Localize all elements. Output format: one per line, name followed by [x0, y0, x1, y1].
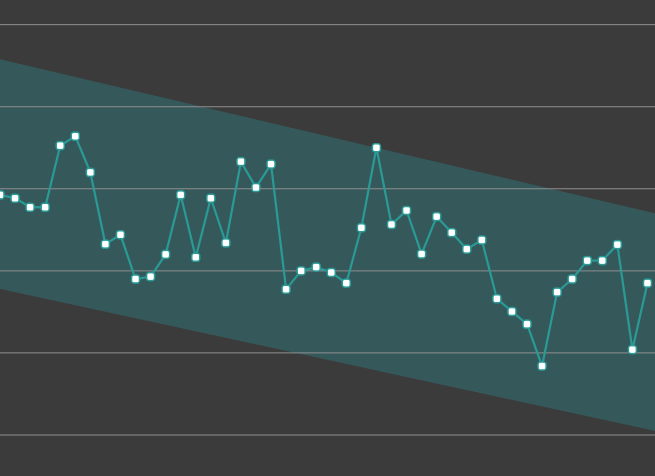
data-point — [326, 267, 337, 278]
data-point — [206, 193, 216, 203]
data-point — [356, 222, 367, 233]
data-point — [582, 255, 592, 266]
data-point — [371, 142, 382, 153]
data-point — [236, 156, 246, 167]
data-point — [40, 202, 50, 212]
data-point — [145, 271, 156, 282]
data-point — [477, 235, 487, 245]
data-point — [446, 227, 457, 238]
data-point — [401, 205, 412, 216]
data-point — [296, 266, 306, 276]
data-point — [612, 239, 623, 250]
data-point — [492, 293, 502, 304]
data-point — [10, 193, 20, 203]
data-point — [0, 190, 5, 200]
data-point — [386, 219, 397, 230]
data-point — [85, 167, 96, 178]
data-point — [462, 244, 472, 254]
data-point — [507, 306, 517, 317]
data-point — [522, 319, 532, 329]
data-point — [552, 287, 562, 297]
data-point — [416, 249, 427, 259]
data-point — [221, 238, 231, 248]
data-point — [266, 159, 276, 169]
data-point — [431, 211, 442, 222]
data-point — [55, 140, 65, 151]
data-point — [175, 190, 186, 200]
data-point — [190, 252, 201, 263]
data-point — [100, 239, 111, 249]
data-point — [537, 361, 547, 371]
data-point — [251, 182, 261, 193]
data-point — [627, 344, 638, 355]
data-point — [281, 284, 291, 295]
data-point — [642, 278, 653, 288]
data-point — [130, 274, 141, 284]
data-point — [160, 249, 171, 260]
confidence-band — [0, 59, 655, 431]
data-point — [311, 262, 321, 272]
data-point — [115, 229, 126, 240]
data-point — [341, 278, 352, 288]
data-point — [567, 274, 577, 284]
data-point — [597, 255, 608, 266]
data-point — [70, 131, 81, 141]
data-point — [25, 202, 35, 212]
series-points — [0, 131, 653, 371]
